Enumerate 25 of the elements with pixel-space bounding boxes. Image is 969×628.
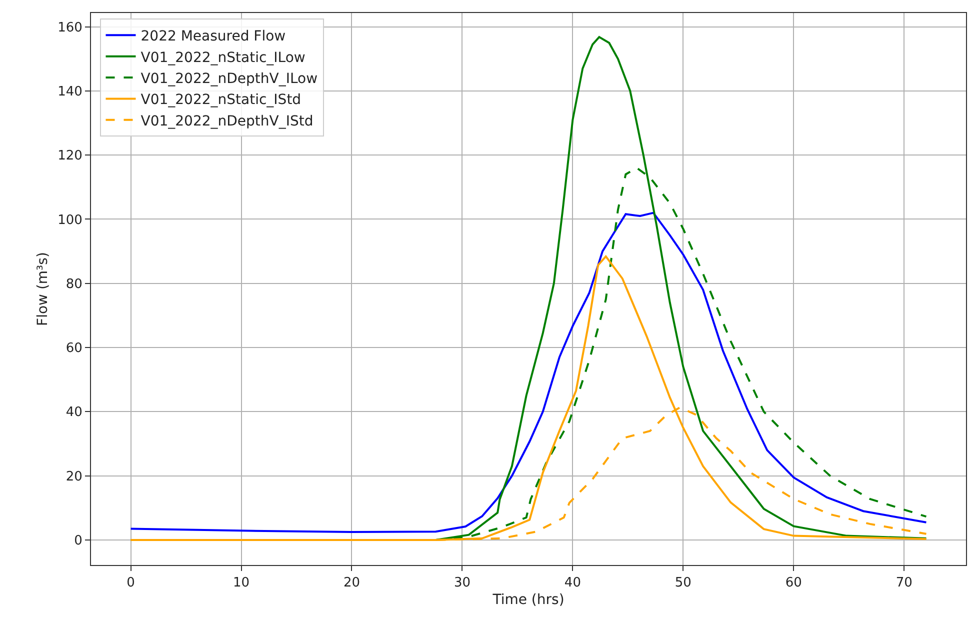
y-tick-label: 0 [74, 534, 82, 549]
x-axis-title: Time (hrs) [492, 592, 564, 608]
x-tick-label: 70 [896, 576, 912, 591]
x-tick-label: 10 [232, 576, 250, 591]
legend-label: V01_2022_nStatic_IStd [140, 92, 302, 108]
x-tick-label: 30 [454, 576, 470, 591]
x-tick-label: 0 [126, 576, 135, 591]
y-tick-label: 80 [66, 276, 82, 292]
x-tick-label: 20 [343, 576, 360, 591]
y-tick-label: 20 [66, 469, 82, 484]
y-tick-label: 140 [58, 84, 82, 100]
y-tick-label: 60 [66, 341, 82, 356]
legend-label: V01_2022_nDepthV_IStd [140, 113, 314, 130]
x-tick-label: 40 [564, 576, 581, 591]
y-tick-label: 120 [58, 148, 82, 164]
y-tick-label: 160 [58, 20, 82, 36]
legend-label: 2022 Measured Flow [140, 28, 286, 45]
y-tick-label: 40 [66, 405, 82, 420]
x-tick-label: 50 [674, 576, 692, 591]
legend-label: V01_2022_nStatic_ILow [140, 50, 306, 66]
y-axis-title: Flow (m³s) [35, 252, 52, 326]
x-tick-label: 60 [785, 576, 802, 591]
y-tick-label: 100 [58, 212, 82, 228]
line-series [130, 212, 928, 533]
legend-label: V01_2022_nDepthV_ILow [140, 70, 318, 87]
